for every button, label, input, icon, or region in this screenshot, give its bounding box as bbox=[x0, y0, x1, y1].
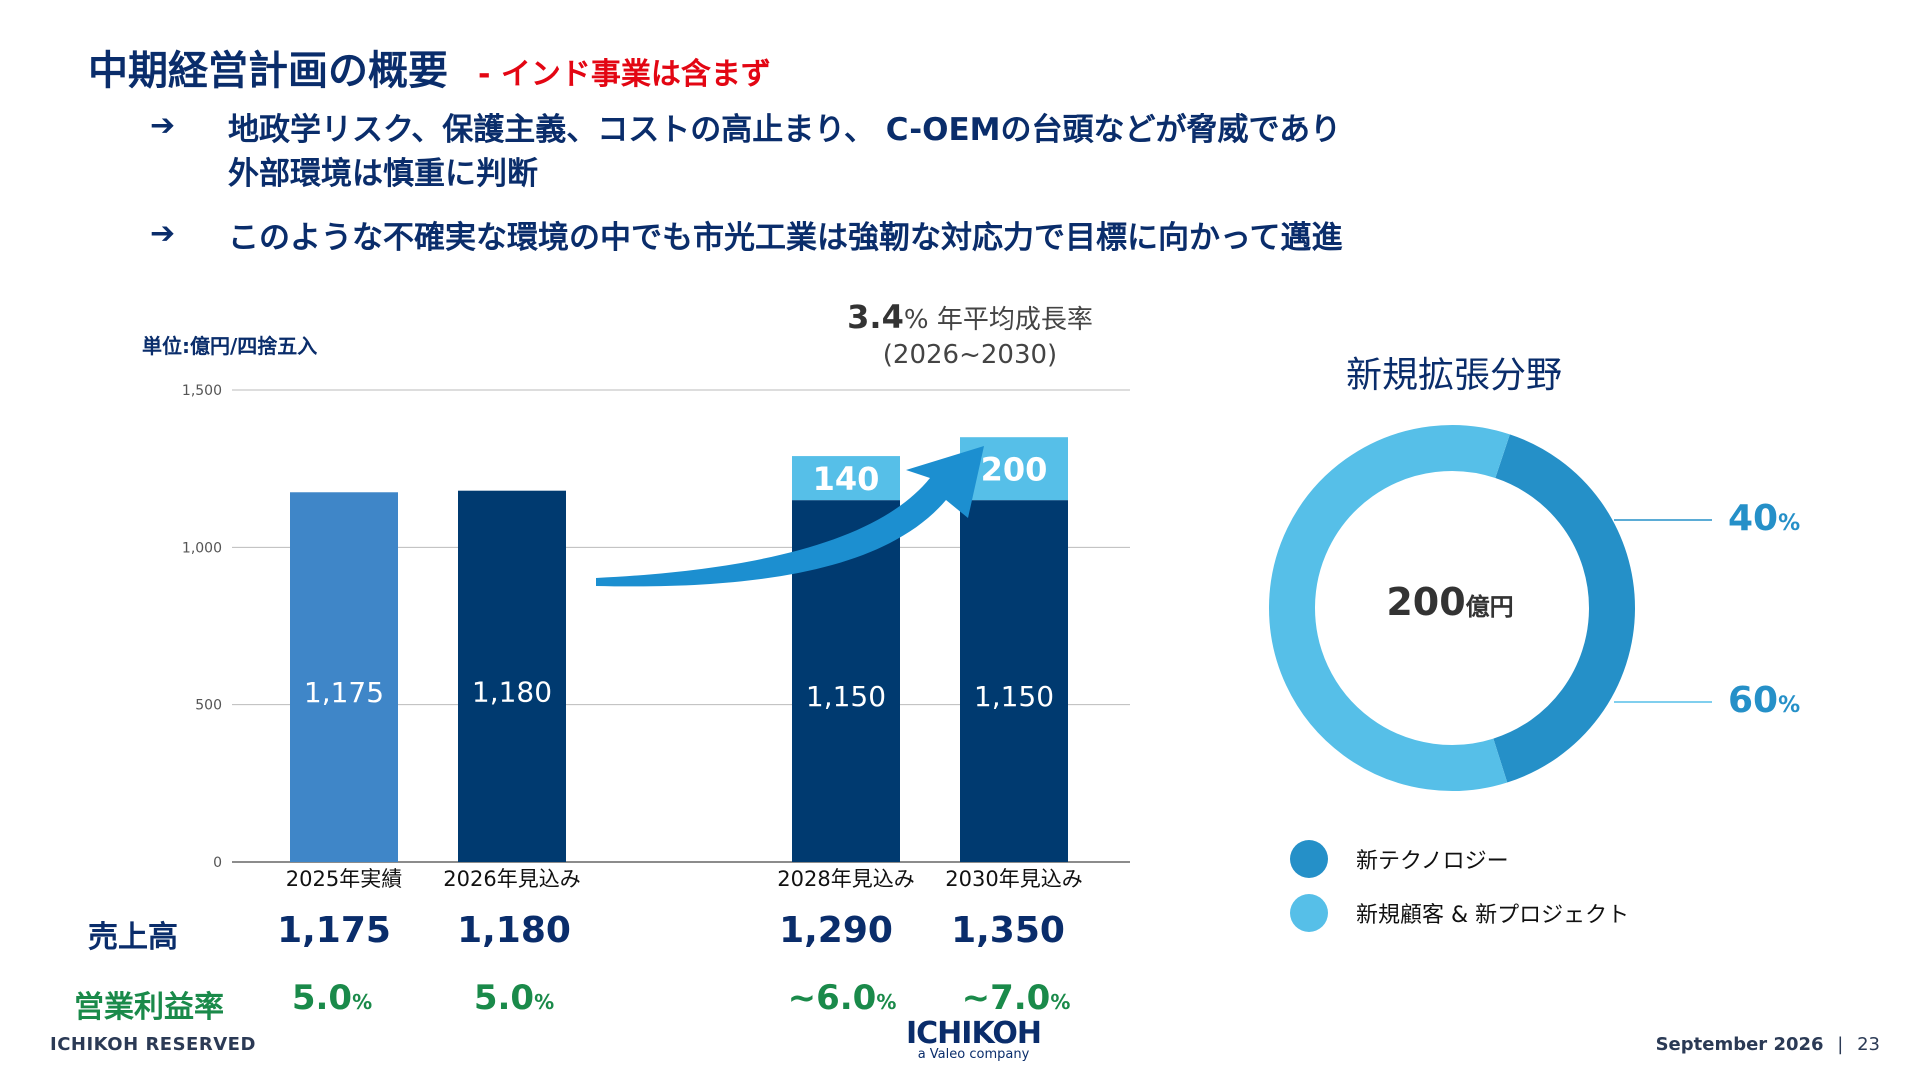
slice-pct-label: 60% bbox=[1728, 680, 1801, 721]
bar-new-label: 200 bbox=[981, 451, 1048, 489]
footer-date: September 2026 bbox=[1655, 1034, 1824, 1055]
bullet-list: ➔ 地政学リスク、保護主義、コストの高止まり、 C-OEMの台頭などが脅威であり… bbox=[150, 108, 1650, 280]
x-category-label: 2025年実績 bbox=[286, 867, 402, 891]
legend-swatch bbox=[1290, 894, 1328, 932]
x-category-label: 2030年見込み bbox=[945, 867, 1082, 891]
margin-value: 5.0% bbox=[473, 978, 555, 1018]
cagr-period: (2026~2030) bbox=[882, 340, 1058, 370]
bar-base bbox=[290, 492, 398, 862]
legend-label: 新規顧客 & 新プロジェクト bbox=[1356, 903, 1630, 928]
donut-slice bbox=[1269, 425, 1510, 791]
footer-copyright: ICHIKOH RESERVED bbox=[50, 1034, 256, 1055]
page-number: 23 bbox=[1857, 1034, 1880, 1055]
donut-legend: 新テクノロジー 新規顧客 & 新プロジェクト bbox=[1290, 840, 1629, 948]
legend-label: 新テクノロジー bbox=[1356, 849, 1509, 874]
company-logo: ICHIKOH a Valeo company bbox=[906, 1016, 1042, 1062]
bullet-item: ➔ 地政学リスク、保護主義、コストの高止まり、 C-OEMの台頭などが脅威であり… bbox=[150, 108, 1650, 196]
arrow-right-icon: ➔ bbox=[150, 216, 176, 251]
legend-item: 新規顧客 & 新プロジェクト bbox=[1290, 894, 1629, 932]
donut-slice bbox=[1493, 434, 1635, 783]
margin-value: ~7.0% bbox=[961, 978, 1071, 1018]
y-tick-label: 500 bbox=[195, 698, 222, 714]
footer-page-info: September 2026 | 23 bbox=[1656, 1034, 1880, 1055]
legend-item: 新テクノロジー bbox=[1290, 840, 1629, 878]
unit-label: 単位:億円/四捨五入 bbox=[142, 334, 318, 358]
bar-base bbox=[458, 490, 566, 862]
logo-subtext: a Valeo company bbox=[917, 1047, 1030, 1062]
y-tick-label: 1,500 bbox=[182, 383, 222, 399]
growth-arrow bbox=[596, 446, 984, 587]
margin-value: ~6.0% bbox=[787, 978, 897, 1018]
y-tick-label: 1,000 bbox=[182, 540, 222, 556]
sales-row-label: 売上高 bbox=[88, 920, 178, 955]
bar-value-label: 1,180 bbox=[472, 675, 552, 708]
bullet-text: このような不確実な環境の中でも市光工業は強靭な対応力で目標に向かって邁進 bbox=[228, 220, 1343, 256]
page-subtitle: - インド事業は含まず bbox=[478, 57, 771, 92]
bar-base bbox=[960, 500, 1068, 862]
bullet-item: ➔ このような不確実な環境の中でも市光工業は強靭な対応力で目標に向かって邁進 bbox=[150, 216, 1650, 260]
donut-title: 新規拡張分野 bbox=[1346, 355, 1563, 396]
margin-row-label: 営業利益率 bbox=[74, 990, 224, 1025]
cagr-value: 3.4 bbox=[847, 298, 904, 336]
slice-pct-label: 40% bbox=[1728, 498, 1801, 539]
margin-value: 5.0% bbox=[291, 978, 373, 1018]
page-title: 中期経営計画の概要 bbox=[88, 48, 448, 94]
sales-value: 1,350 bbox=[951, 910, 1065, 951]
bar-new-label: 140 bbox=[813, 460, 880, 498]
sales-value: 1,175 bbox=[277, 910, 391, 951]
bar-new-segment bbox=[792, 456, 900, 501]
logo-text: ICHIKOH bbox=[906, 1016, 1042, 1051]
legend-swatch bbox=[1290, 840, 1328, 878]
cagr-annotation: 3.4% 年平均成長率 (2026~2030) bbox=[800, 298, 1140, 370]
arrow-right-icon: ➔ bbox=[150, 108, 176, 143]
footer-separator: | bbox=[1837, 1034, 1844, 1055]
bar-value-label: 1,150 bbox=[806, 680, 886, 713]
donut-center-label: 200億円 bbox=[1386, 580, 1514, 624]
sales-value: 1,290 bbox=[779, 910, 893, 951]
cagr-suffix: % 年平均成長率 bbox=[903, 305, 1093, 335]
y-tick-label: 0 bbox=[213, 855, 222, 871]
x-category-label: 2028年見込み bbox=[777, 867, 914, 891]
sales-value: 1,180 bbox=[457, 910, 571, 951]
x-category-label: 2026年見込み bbox=[443, 867, 580, 891]
title-row: 中期経営計画の概要 - インド事業は含まず bbox=[88, 38, 771, 96]
bar-value-label: 1,150 bbox=[974, 680, 1054, 713]
bullet-text: 地政学リスク、保護主義、コストの高止まり、 C-OEMの台頭などが脅威であり 外… bbox=[228, 112, 1342, 192]
bar-value-label: 1,175 bbox=[304, 676, 384, 709]
